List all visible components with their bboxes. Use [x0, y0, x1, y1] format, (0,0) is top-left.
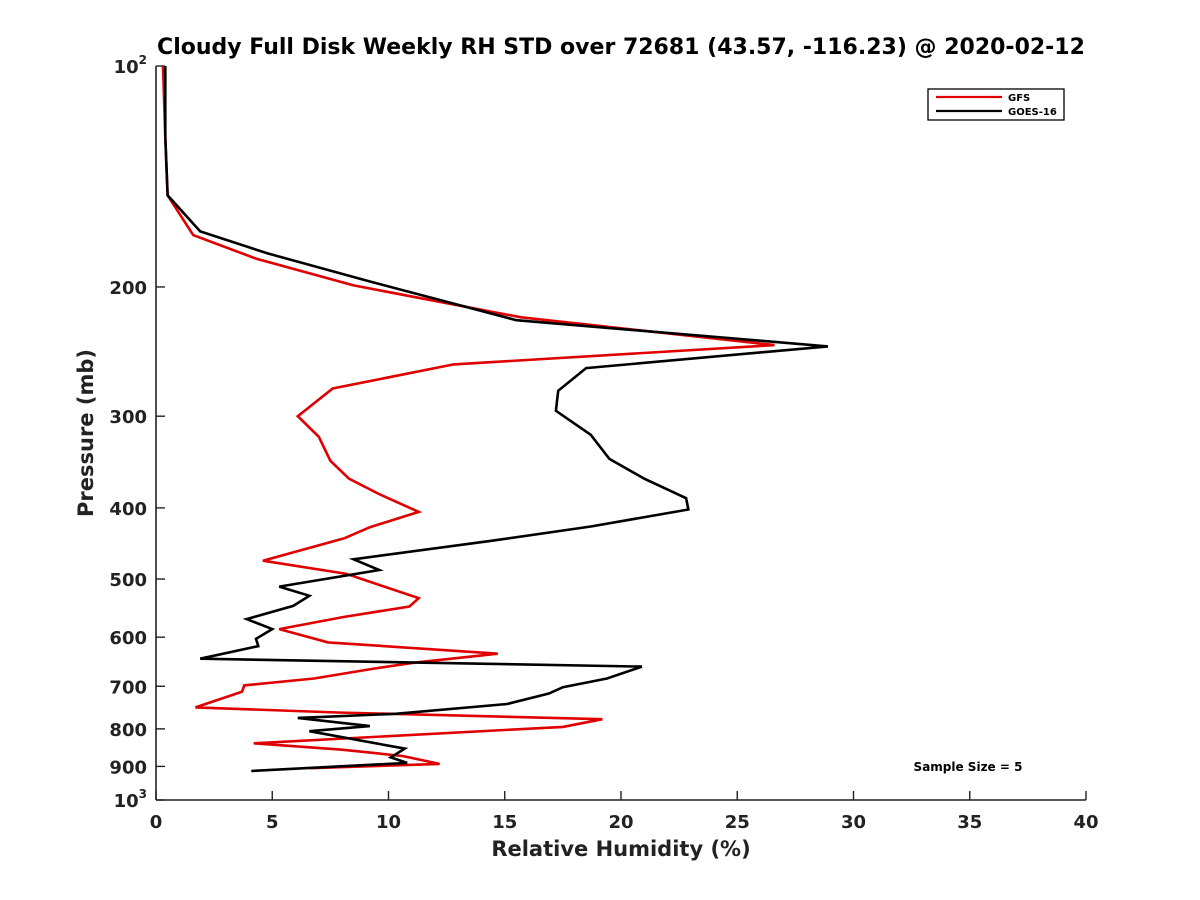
x-tick-label: 5 [266, 812, 279, 833]
y-tick-label: 400 [109, 499, 147, 520]
x-tick-label: 20 [608, 812, 633, 833]
legend-box [927, 88, 1065, 121]
x-ticks: 0 5 10 15 20 25 30 35 40 [150, 791, 1099, 833]
y-tick-label: 700 [109, 677, 147, 698]
y-tick-label: 200 [109, 278, 147, 299]
y-axis-label: Pressure (mb) [74, 349, 98, 517]
chart-title: Cloudy Full Disk Weekly RH STD over 7268… [157, 35, 1085, 60]
legend-label-goes16: GOES-16 [1008, 107, 1057, 118]
legend: GFS GOES-16 [927, 88, 1065, 121]
series-line-goes16 [164, 66, 829, 773]
x-tick-label: 40 [1073, 812, 1098, 833]
x-tick-label: 0 [150, 812, 163, 833]
x-tick-label: 10 [376, 812, 401, 833]
y-ticks: 102 200 300 400 500 600 700 800 900 103 [109, 53, 165, 812]
series-lines [161, 65, 829, 773]
y-tick-label: 800 [109, 720, 147, 741]
x-tick-label: 35 [957, 812, 982, 833]
plot-area: 0 5 10 15 20 25 30 35 40 102 200 300 400 500 600 700 80… [109, 53, 1098, 833]
x-tick-label: 15 [492, 812, 517, 833]
y-tick-label: 103 [114, 787, 147, 812]
sample-size-annotation: Sample Size = 5 [914, 760, 1023, 774]
y-tick-label: 900 [109, 757, 147, 778]
y-tick-label: 500 [109, 570, 147, 591]
x-axis-label: Relative Humidity (%) [491, 837, 750, 861]
y-tick-label: 300 [109, 407, 147, 428]
x-tick-label: 30 [841, 812, 866, 833]
x-tick-label: 25 [725, 812, 750, 833]
y-tick-label: 600 [109, 628, 147, 649]
y-tick-label: 102 [114, 53, 147, 78]
legend-label-gfs: GFS [1008, 93, 1030, 104]
